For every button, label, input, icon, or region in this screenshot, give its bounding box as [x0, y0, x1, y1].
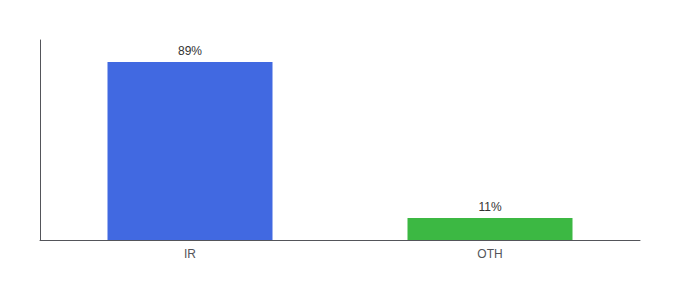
svg-text:11%: 11%	[478, 200, 501, 214]
svg-text:IR: IR	[184, 247, 196, 261]
svg-text:OTH: OTH	[477, 247, 502, 261]
svg-text:89%: 89%	[178, 44, 202, 58]
